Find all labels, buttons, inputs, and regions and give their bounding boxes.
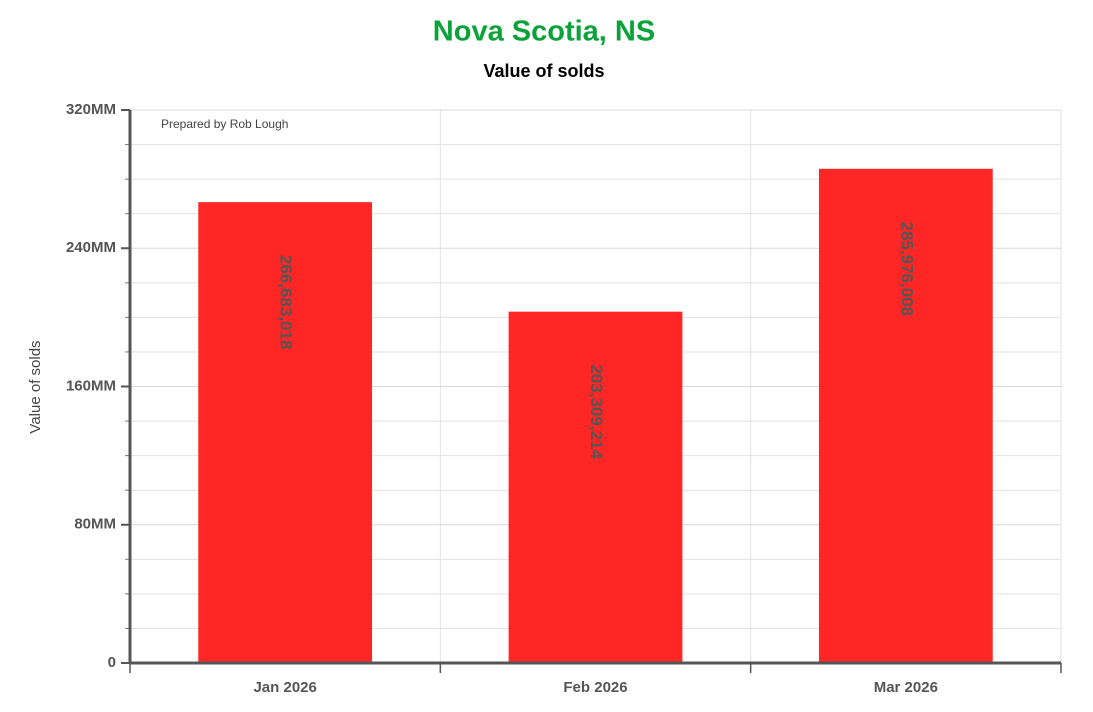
data-label: 266,683,018 [277, 255, 296, 350]
y-axis-label: Value of solds [27, 340, 44, 433]
chart-subtitle: Value of solds [483, 61, 604, 81]
bar [508, 311, 683, 663]
x-tick-label: Jan 2026 [253, 679, 316, 696]
annotation: Prepared by Rob Lough [161, 117, 288, 131]
x-tick-label: Feb 2026 [563, 679, 627, 696]
data-label: 285,976,008 [897, 222, 916, 317]
y-tick-label: 80MM [74, 516, 116, 533]
bar [198, 202, 373, 663]
data-label: 203,309,214 [587, 364, 606, 459]
y-tick-label: 160MM [66, 377, 116, 394]
x-tick-label: Mar 2026 [874, 679, 938, 696]
bar [818, 168, 993, 663]
y-tick-label: 240MM [66, 239, 116, 256]
chart-title: Nova Scotia, NS [433, 16, 655, 48]
y-tick-label: 320MM [66, 101, 116, 118]
y-tick-label: 0 [108, 654, 116, 671]
